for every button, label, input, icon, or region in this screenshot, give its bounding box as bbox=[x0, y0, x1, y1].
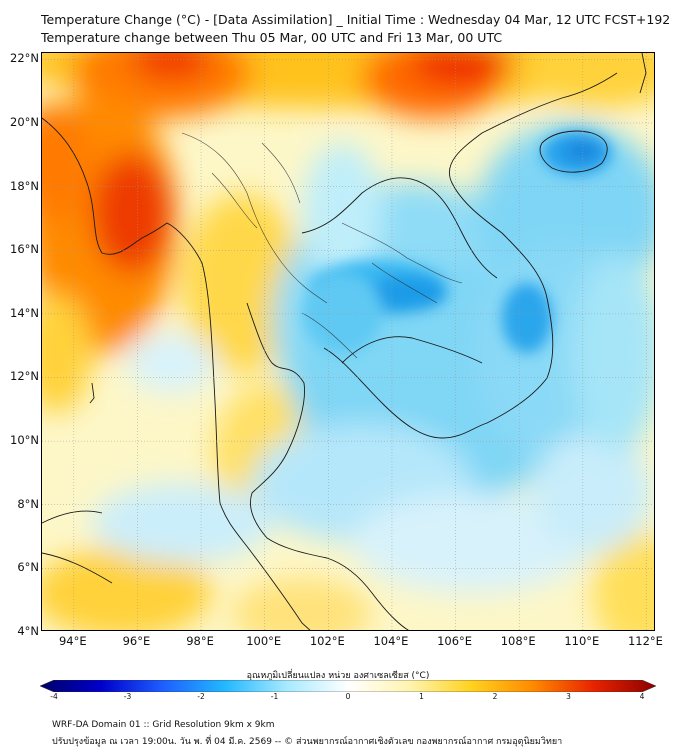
colorbar bbox=[40, 680, 656, 692]
coastlines bbox=[42, 53, 647, 630]
lon-tick-label: 102°E bbox=[309, 634, 345, 648]
colorbar-tick-label: -4 bbox=[50, 692, 58, 701]
credit-line: ปรับปรุงข้อมูล ณ เวลา 19:00น. วัน พ. ที่… bbox=[52, 737, 563, 747]
temperature-change-map bbox=[42, 53, 654, 630]
lat-tick-label: 20°N bbox=[10, 114, 39, 129]
lat-tick-label: 16°N bbox=[10, 242, 39, 257]
colorbar-tick-label: 3 bbox=[566, 692, 571, 701]
colorbar-tick-label: 2 bbox=[492, 692, 498, 701]
colorbar-title: อุณหภูมิเปลี่ยนแปลง หน่วย องศาเซลเซียส (… bbox=[246, 671, 430, 681]
lat-tick-label: 14°N bbox=[10, 305, 39, 320]
chart-subtitle: Temperature change between Thu 05 Mar, 0… bbox=[41, 30, 503, 45]
lon-tick-label: 104°E bbox=[373, 634, 409, 648]
lon-tick-label: 98°E bbox=[186, 634, 214, 648]
chart-title: Temperature Change (°C) - [Data Assimila… bbox=[41, 12, 671, 27]
lon-tick-label: 94°E bbox=[58, 634, 87, 648]
lon-tick-label: 96°E bbox=[122, 634, 151, 648]
lat-tick-label: 22°N bbox=[10, 51, 39, 66]
lat-tick-label: 12°N bbox=[10, 369, 39, 384]
colorbar-tick-label: 0 bbox=[345, 692, 351, 701]
lon-tick-label: 106°E bbox=[437, 634, 473, 648]
colorbar-tick-label: 4 bbox=[639, 692, 645, 701]
lat-tick-label: 6°N bbox=[17, 560, 39, 575]
colorbar-tick-label: -1 bbox=[270, 692, 279, 701]
lon-tick-label: 108°E bbox=[500, 634, 536, 648]
colorbar-tick-label: -3 bbox=[123, 692, 132, 701]
map-panel bbox=[41, 52, 655, 631]
colorbar-tick-label: 1 bbox=[419, 692, 424, 701]
lon-tick-label: 100°E bbox=[246, 634, 282, 648]
lat-tick-label: 10°N bbox=[10, 433, 39, 448]
graticule bbox=[42, 53, 654, 630]
colorbar-strip bbox=[40, 680, 656, 692]
model-info: WRF-DA Domain 01 :: Grid Resolution 9km … bbox=[52, 720, 275, 730]
lat-tick-label: 18°N bbox=[10, 178, 39, 193]
colorbar-tick-label: -2 bbox=[197, 692, 205, 701]
lat-tick-label: 8°N bbox=[17, 496, 39, 511]
lon-tick-label: 112°E bbox=[627, 634, 663, 648]
lon-tick-label: 110°E bbox=[564, 634, 600, 648]
lat-tick-label: 4°N bbox=[17, 624, 39, 638]
